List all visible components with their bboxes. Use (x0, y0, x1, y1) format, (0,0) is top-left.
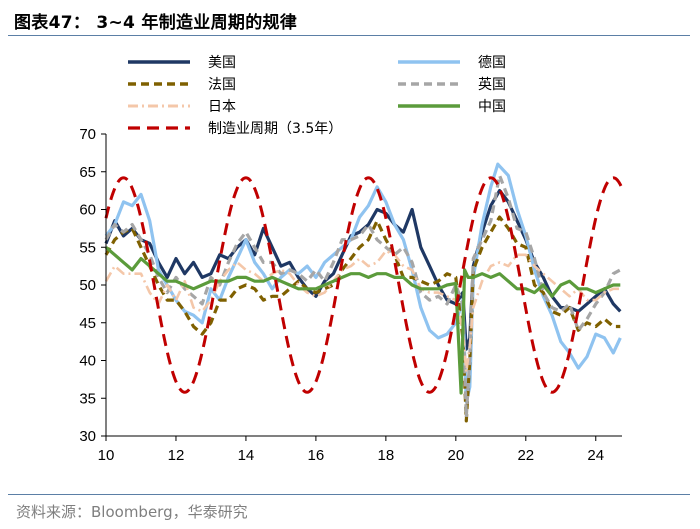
figure-title: 图表47： 3~4 年制造业周期的规律 (14, 13, 298, 33)
legend-label-3: 英国 (478, 76, 506, 93)
x-tick-label: 20 (447, 447, 464, 464)
legend-label-1: 德国 (478, 55, 506, 71)
series-line-2 (104, 215, 621, 423)
y-tick-label: 50 (79, 277, 96, 294)
legend-label-0: 美国 (208, 55, 236, 71)
x-tick-label: 14 (238, 447, 255, 464)
y-tick-label: 45 (79, 315, 96, 332)
series-line-3 (104, 173, 622, 419)
x-tick-label: 16 (308, 447, 325, 464)
legend-label-6: 制造业周期（3.5年） (208, 121, 342, 137)
footer-divider (8, 494, 690, 495)
legend-label-5: 中国 (478, 99, 506, 115)
y-tick-label: 40 (79, 353, 96, 370)
x-tick-label: 18 (378, 447, 395, 464)
y-tick-label: 60 (79, 202, 96, 219)
y-tick-label: 30 (79, 428, 96, 445)
y-tick-label: 55 (79, 239, 96, 256)
y-tick-label: 35 (79, 390, 96, 407)
x-tick-label: 10 (98, 447, 115, 464)
axes: 30 35 40 45 50 55 60 65 70 10 12 14 16 18 20 22 24 (79, 126, 622, 464)
plot-area (104, 162, 624, 423)
legend-label-4: 日本 (208, 99, 236, 115)
series-line-4 (104, 249, 621, 374)
title-divider (8, 35, 690, 36)
y-tick-label: 65 (79, 164, 96, 181)
source-note: 资料来源：Bloomberg，华泰研究 (16, 503, 248, 521)
series-line-5 (104, 246, 621, 395)
legend-label-2: 法国 (208, 77, 236, 93)
x-tick-label: 24 (587, 447, 604, 464)
x-tick-label: 22 (517, 447, 534, 464)
x-tick-label: 12 (168, 447, 185, 464)
y-tick-label: 70 (79, 126, 96, 143)
